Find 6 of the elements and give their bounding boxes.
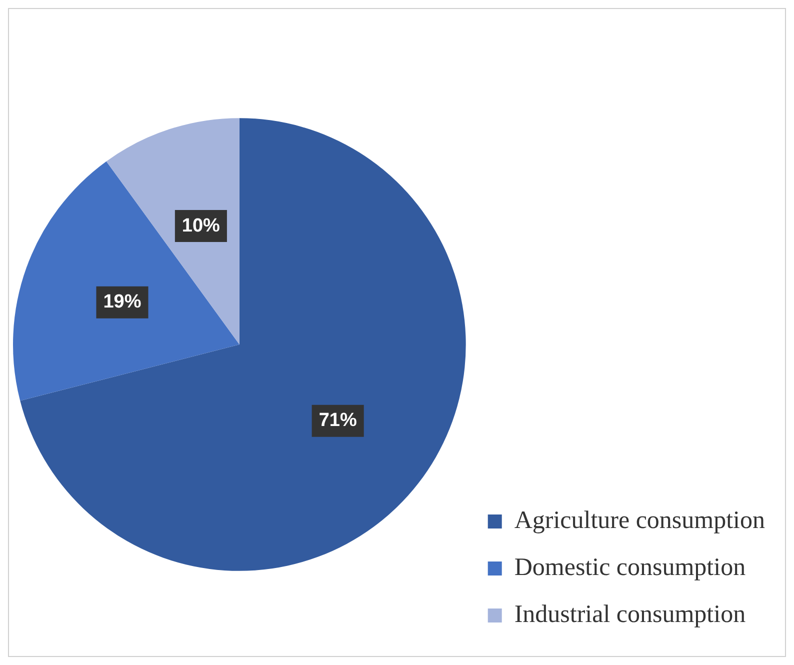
legend-label: Industrial consumption: [514, 601, 746, 628]
data-label: 19%: [103, 292, 142, 313]
data-label: 10%: [182, 215, 220, 236]
legend-label: Agriculture consumption: [514, 507, 766, 534]
data-label: 71%: [318, 410, 357, 432]
legend-label: Domestic consumption: [514, 554, 746, 582]
